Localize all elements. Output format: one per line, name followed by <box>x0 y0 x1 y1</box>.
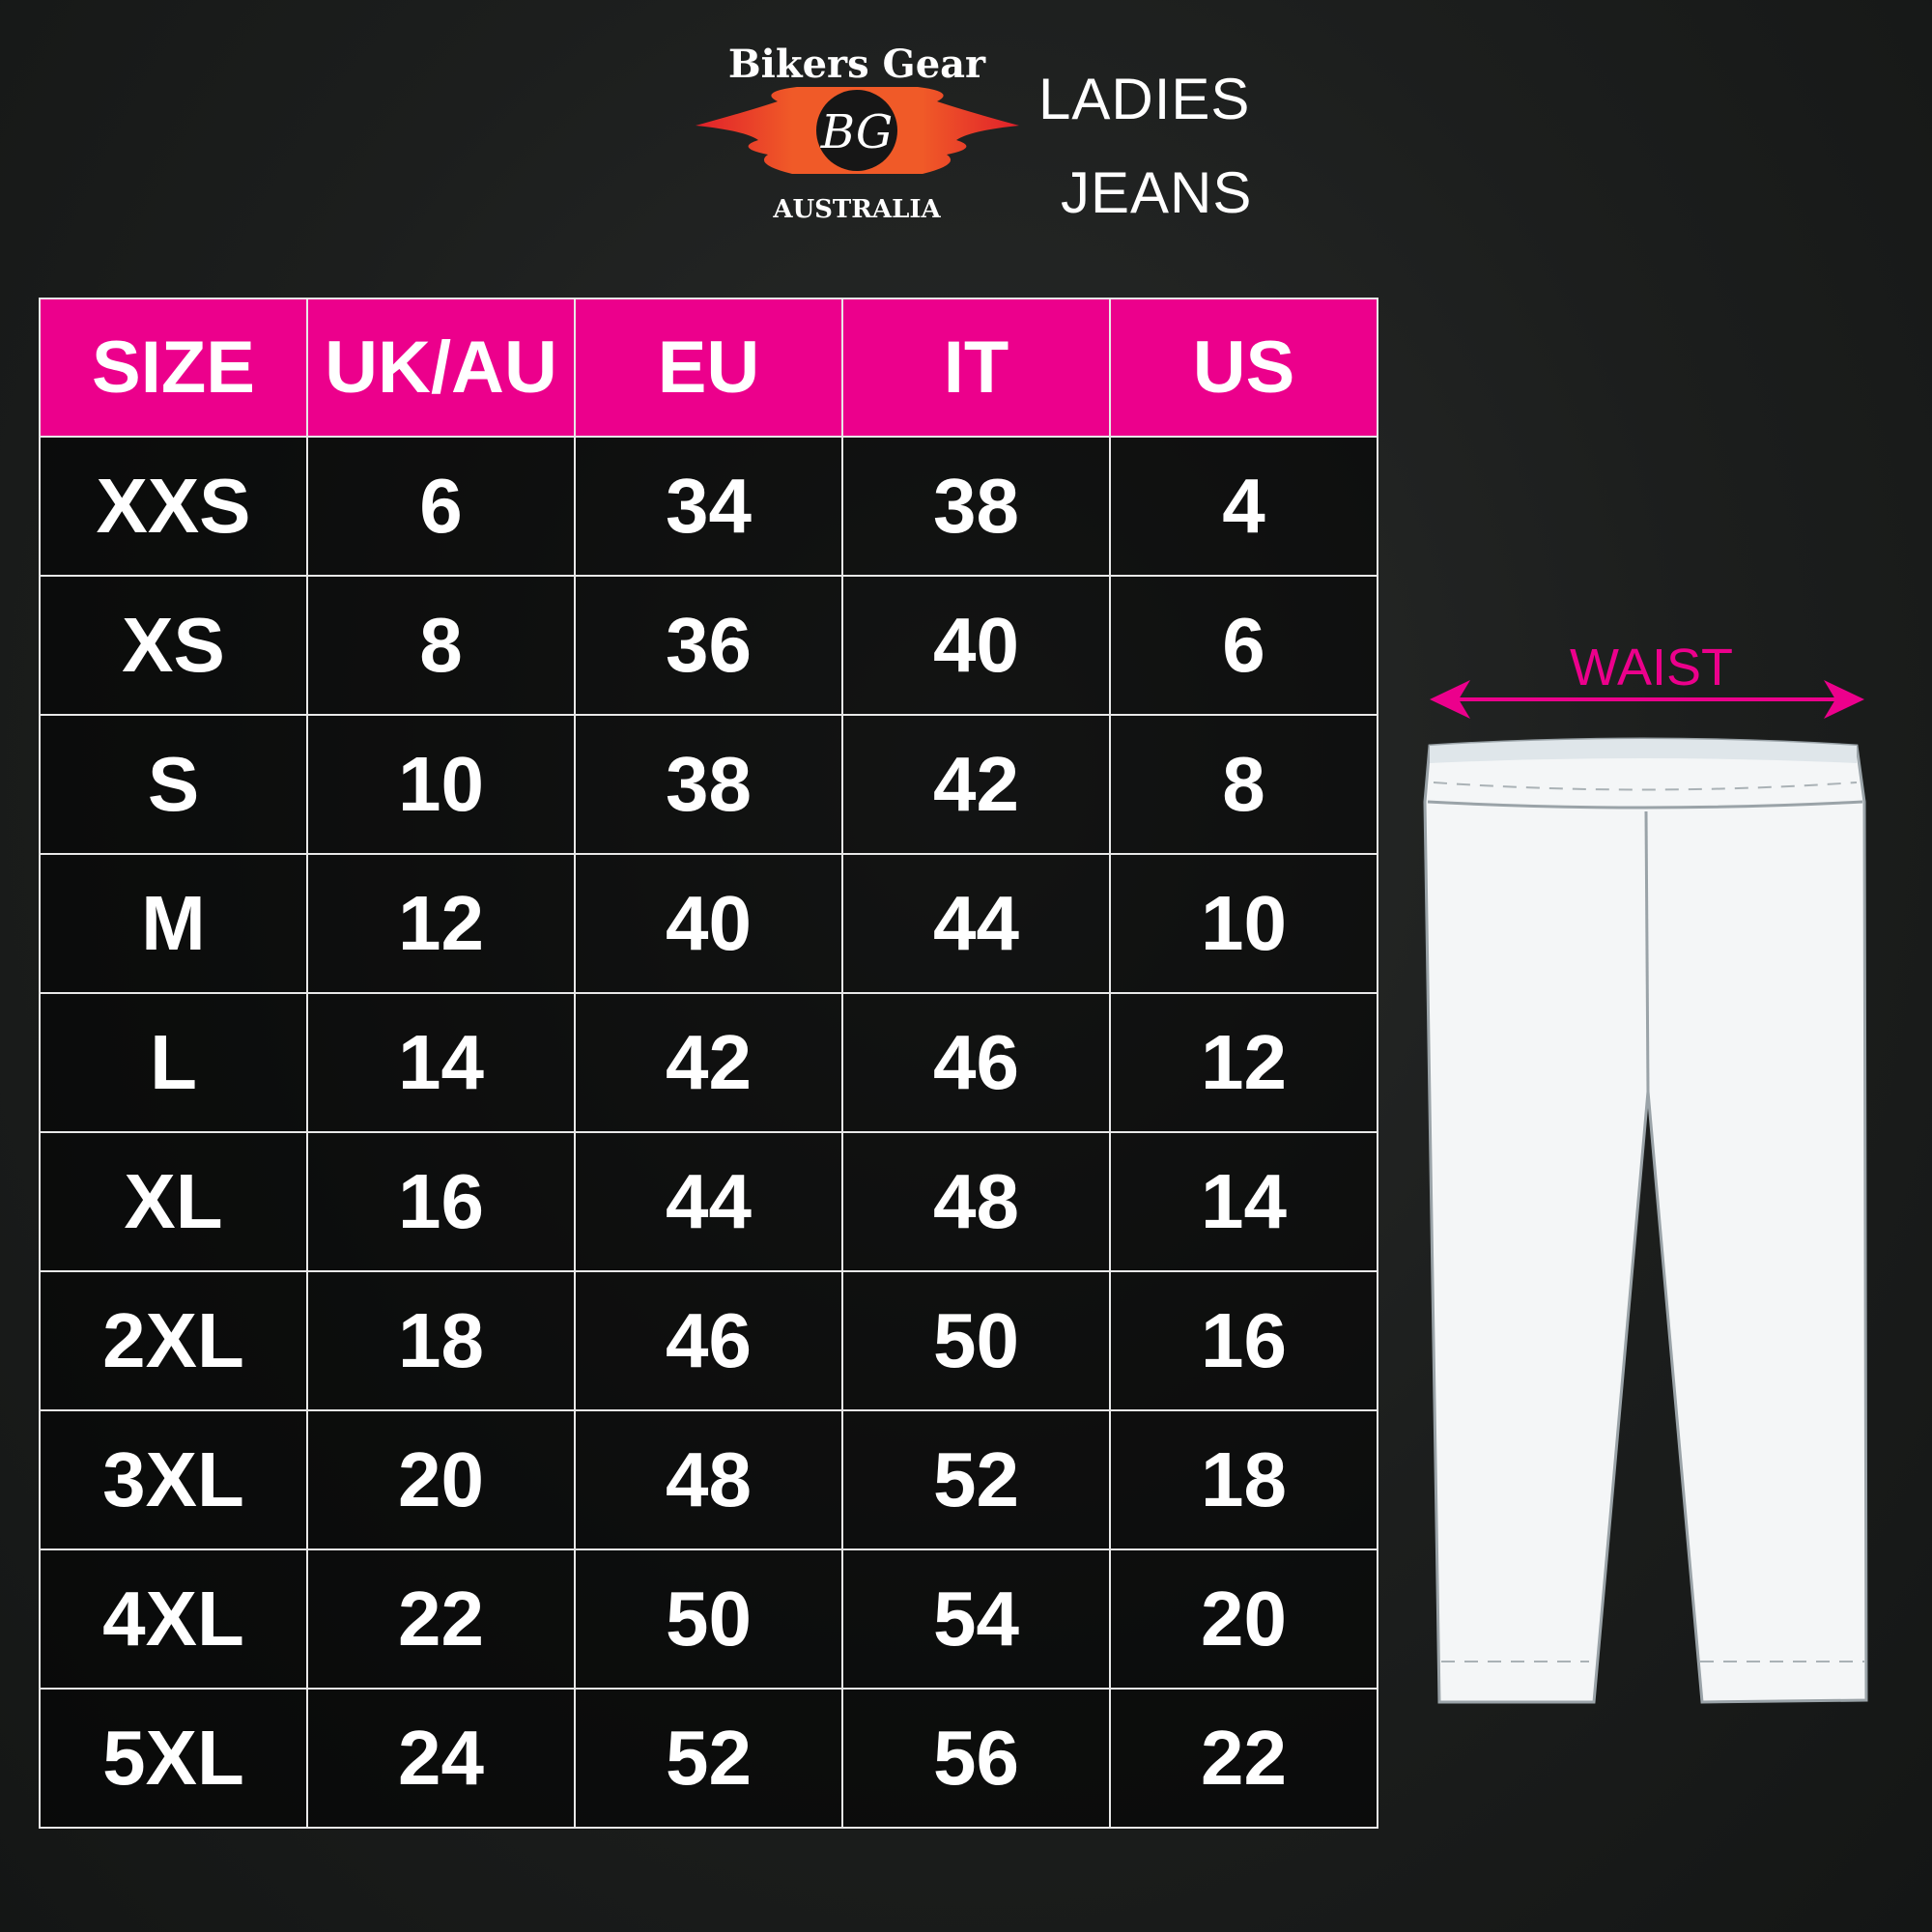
value-cell: 12 <box>1109 992 1378 1133</box>
table-row: XS 8 36 40 6 <box>39 575 1378 716</box>
value-cell: 12 <box>306 853 576 994</box>
value-cell: 16 <box>306 1131 576 1272</box>
table-row: 5XL 24 52 56 22 <box>39 1688 1378 1829</box>
value-cell: 44 <box>574 1131 843 1272</box>
value-cell: 34 <box>574 436 843 577</box>
svg-text:Bikers Gear: Bikers Gear <box>728 42 986 87</box>
value-cell: 6 <box>306 436 576 577</box>
size-cell: 5XL <box>39 1688 308 1829</box>
value-cell: 10 <box>1109 853 1378 994</box>
header-cell: US <box>1109 298 1378 438</box>
value-cell: 4 <box>1109 436 1378 577</box>
value-cell: 52 <box>841 1409 1111 1550</box>
size-chart-table: SIZE UK/AU EU IT US XXS 6 34 38 4 XS 8 36 40 6 S 10… <box>39 298 1378 1829</box>
value-cell: 10 <box>306 714 576 855</box>
title-line-1: LADIES <box>1038 67 1251 131</box>
table-row: L 14 42 46 12 <box>39 992 1378 1133</box>
size-cell: XS <box>39 575 308 716</box>
value-cell: 36 <box>574 575 843 716</box>
header-cell: UK/AU <box>306 298 576 438</box>
value-cell: 16 <box>1109 1270 1378 1411</box>
value-cell: 18 <box>1109 1409 1378 1550</box>
table-row: 4XL 22 50 54 20 <box>39 1548 1378 1690</box>
header-cell: IT <box>841 298 1111 438</box>
value-cell: 48 <box>841 1131 1111 1272</box>
value-cell: 46 <box>841 992 1111 1133</box>
value-cell: 14 <box>1109 1131 1378 1272</box>
value-cell: 22 <box>1109 1688 1378 1829</box>
value-cell: 40 <box>841 575 1111 716</box>
value-cell: 38 <box>574 714 843 855</box>
value-cell: 56 <box>841 1688 1111 1829</box>
value-cell: 38 <box>841 436 1111 577</box>
waist-arrow <box>1430 680 1864 719</box>
value-cell: 6 <box>1109 575 1378 716</box>
value-cell: 48 <box>574 1409 843 1550</box>
header-cell: EU <box>574 298 843 438</box>
value-cell: 8 <box>1109 714 1378 855</box>
value-cell: 20 <box>1109 1548 1378 1690</box>
table-row: M 12 40 44 10 <box>39 853 1378 994</box>
size-cell: L <box>39 992 308 1133</box>
value-cell: 40 <box>574 853 843 994</box>
value-cell: 42 <box>841 714 1111 855</box>
value-cell: 14 <box>306 992 576 1133</box>
value-cell: 52 <box>574 1688 843 1829</box>
size-cell: XL <box>39 1131 308 1272</box>
title-line-2: JEANS <box>1061 160 1253 225</box>
value-cell: 24 <box>306 1688 576 1829</box>
waist-label: WAIST <box>1570 639 1733 696</box>
size-cell: 4XL <box>39 1548 308 1690</box>
size-cell: S <box>39 714 308 855</box>
svg-text:AUSTRALIA: AUSTRALIA <box>772 195 941 224</box>
table-row: 2XL 18 46 50 16 <box>39 1270 1378 1411</box>
table-row: XXS 6 34 38 4 <box>39 436 1378 577</box>
table-row: S 10 38 42 8 <box>39 714 1378 855</box>
size-cell: M <box>39 853 308 994</box>
value-cell: 20 <box>306 1409 576 1550</box>
value-cell: 44 <box>841 853 1111 994</box>
value-cell: 50 <box>841 1270 1111 1411</box>
value-cell: 18 <box>306 1270 576 1411</box>
value-cell: 54 <box>841 1548 1111 1690</box>
pants-diagram <box>1423 680 1868 1704</box>
table-row: XL 16 44 48 14 <box>39 1131 1378 1272</box>
size-cell: 2XL <box>39 1270 308 1411</box>
value-cell: 50 <box>574 1548 843 1690</box>
value-cell: 42 <box>574 992 843 1133</box>
value-cell: 8 <box>306 575 576 716</box>
size-cell: XXS <box>39 436 308 577</box>
table-row: 3XL 20 48 52 18 <box>39 1409 1378 1550</box>
value-cell: 22 <box>306 1548 576 1690</box>
bikers-gear-logo: BG Bikers Gear AUSTRALIA <box>696 42 1019 224</box>
header-cell: SIZE <box>39 298 308 438</box>
table-header-row: SIZE UK/AU EU IT US <box>39 298 1378 438</box>
svg-text:BG: BG <box>820 105 894 159</box>
size-cell: 3XL <box>39 1409 308 1550</box>
value-cell: 46 <box>574 1270 843 1411</box>
